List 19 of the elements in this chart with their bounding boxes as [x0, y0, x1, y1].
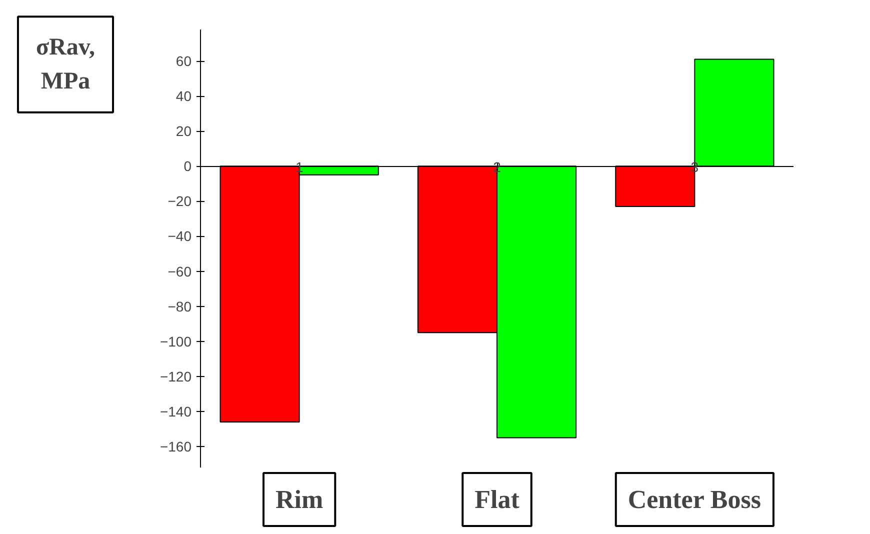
x-tick-label: 3	[690, 159, 699, 176]
y-tick-label: −80	[168, 298, 192, 314]
y-tick-label: 60	[176, 53, 192, 70]
y-tick-label: −120	[160, 368, 192, 384]
y-tick-label: −60	[168, 263, 192, 280]
y-tick-label: 0	[184, 158, 192, 174]
y-axis-title: σRav, MPa	[36, 34, 96, 94]
y-tick-label: −100	[160, 333, 192, 350]
y-tick-label: 20	[176, 123, 192, 140]
x-tick-label: 2	[493, 159, 502, 176]
y-tick-label: −20	[168, 193, 192, 210]
y-tick-label: 40	[176, 88, 192, 104]
x-tick-label: 1	[295, 159, 304, 176]
y-tick-label: −160	[160, 438, 192, 454]
y-tick-label: −40	[168, 228, 192, 244]
text: Flat	[474, 485, 520, 514]
text: Rim	[276, 485, 324, 514]
text: Center Boss	[628, 485, 761, 514]
y-tick-label: −140	[160, 403, 192, 420]
